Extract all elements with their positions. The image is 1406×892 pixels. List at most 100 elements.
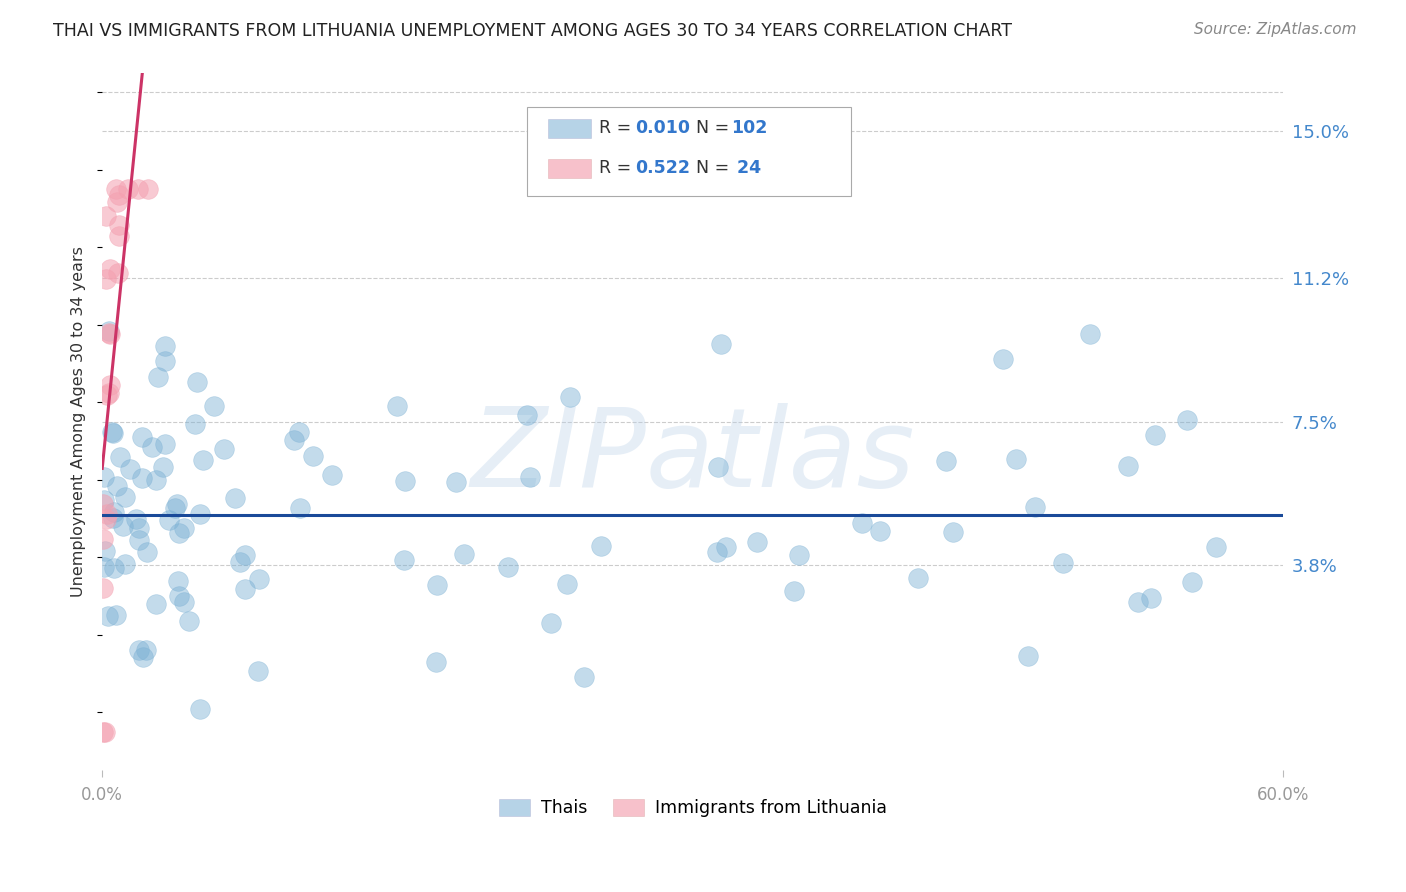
- Point: [710, 337, 733, 351]
- Point: [146, 370, 169, 384]
- Point: [104, 182, 127, 196]
- Point: [224, 491, 246, 506]
- Text: R =: R =: [599, 119, 637, 136]
- Point: [114, 558, 136, 572]
- Point: [394, 552, 416, 566]
- Point: [145, 473, 167, 487]
- Point: [166, 497, 188, 511]
- Point: [127, 182, 149, 196]
- Point: [188, 508, 211, 522]
- Point: [131, 430, 153, 444]
- Point: [787, 548, 810, 562]
- Point: [1024, 500, 1046, 514]
- Point: [212, 442, 235, 457]
- Point: [135, 643, 157, 657]
- Y-axis label: Unemployment Among Ages 30 to 34 years: Unemployment Among Ages 30 to 34 years: [72, 246, 86, 597]
- Point: [283, 433, 305, 447]
- Point: [173, 521, 195, 535]
- Point: [1005, 452, 1028, 467]
- Point: [96, 388, 118, 402]
- Point: [247, 572, 270, 586]
- Point: [105, 194, 128, 209]
- Text: N =: N =: [696, 119, 735, 136]
- Point: [112, 519, 135, 533]
- Point: [1052, 556, 1074, 570]
- Point: [942, 525, 965, 540]
- Point: [103, 561, 125, 575]
- Point: [91, 724, 114, 739]
- Text: THAI VS IMMIGRANTS FROM LITHUANIA UNEMPLOYMENT AMONG AGES 30 TO 34 YEARS CORRELA: THAI VS IMMIGRANTS FROM LITHUANIA UNEMPL…: [53, 22, 1012, 40]
- Point: [1116, 458, 1139, 473]
- Point: [1017, 649, 1039, 664]
- Point: [157, 513, 180, 527]
- Point: [558, 390, 581, 404]
- Text: R =: R =: [599, 159, 637, 177]
- Point: [93, 493, 115, 508]
- Point: [155, 339, 177, 353]
- Point: [991, 351, 1014, 366]
- Text: 0.010: 0.010: [636, 119, 690, 136]
- Point: [97, 385, 120, 400]
- Point: [229, 555, 252, 569]
- Point: [1126, 595, 1149, 609]
- Point: [98, 327, 121, 342]
- Point: [745, 535, 768, 549]
- Legend: Thais, Immigrants from Lithuania: Thais, Immigrants from Lithuania: [492, 792, 894, 824]
- Point: [1175, 413, 1198, 427]
- Point: [107, 266, 129, 280]
- Point: [98, 262, 121, 277]
- Point: [96, 507, 118, 521]
- Point: [782, 584, 804, 599]
- Point: [519, 470, 541, 484]
- Point: [132, 650, 155, 665]
- Point: [191, 453, 214, 467]
- Point: [104, 608, 127, 623]
- Text: Source: ZipAtlas.com: Source: ZipAtlas.com: [1194, 22, 1357, 37]
- Point: [97, 325, 120, 339]
- Point: [169, 589, 191, 603]
- Point: [136, 182, 159, 196]
- Point: [141, 440, 163, 454]
- Point: [591, 539, 613, 553]
- Point: [136, 545, 159, 559]
- Point: [233, 582, 256, 596]
- Point: [165, 500, 187, 515]
- Point: [1078, 326, 1101, 341]
- Point: [1140, 591, 1163, 605]
- Point: [93, 559, 115, 574]
- Point: [167, 574, 190, 588]
- Point: [145, 597, 167, 611]
- Point: [706, 545, 728, 559]
- Point: [125, 512, 148, 526]
- Point: [716, 540, 738, 554]
- Point: [183, 417, 205, 431]
- Point: [108, 450, 131, 464]
- Point: [869, 524, 891, 539]
- Point: [202, 399, 225, 413]
- Point: [540, 615, 562, 630]
- Point: [425, 655, 447, 669]
- Point: [153, 354, 176, 368]
- Point: [1205, 541, 1227, 555]
- Point: [93, 470, 115, 484]
- Point: [851, 516, 873, 531]
- Point: [101, 511, 124, 525]
- Point: [100, 378, 122, 392]
- Point: [152, 459, 174, 474]
- Point: [246, 664, 269, 678]
- Point: [426, 578, 449, 592]
- Point: [516, 408, 538, 422]
- Text: 24: 24: [731, 159, 761, 177]
- Point: [128, 533, 150, 547]
- Point: [128, 521, 150, 535]
- Point: [385, 399, 408, 413]
- Point: [186, 375, 208, 389]
- Text: N =: N =: [696, 159, 735, 177]
- Point: [233, 548, 256, 562]
- Point: [177, 614, 200, 628]
- Point: [97, 326, 120, 340]
- Point: [935, 454, 957, 468]
- Point: [131, 470, 153, 484]
- Point: [91, 581, 114, 595]
- Point: [94, 210, 117, 224]
